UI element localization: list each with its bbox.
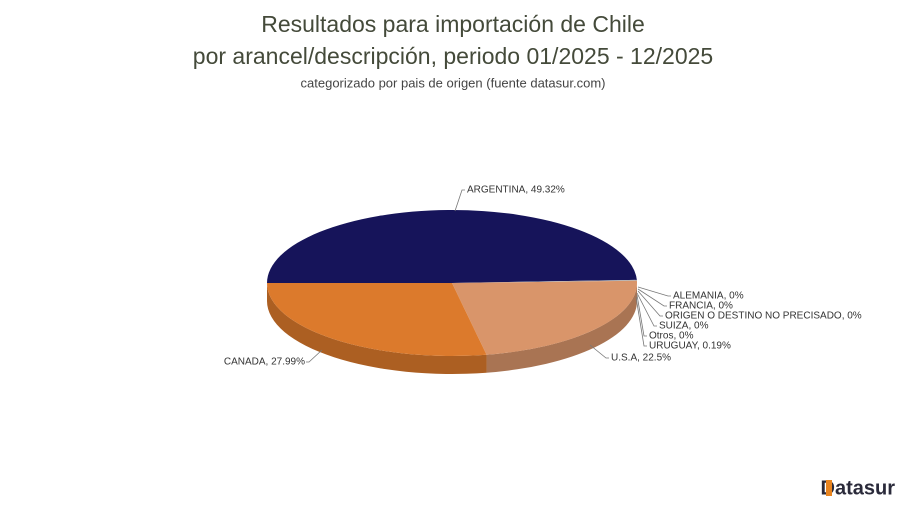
slice-label: ALEMANIA, 0% (673, 291, 744, 302)
slice-label: CANADA, 27.99% (224, 357, 305, 368)
pie-slice (452, 280, 637, 355)
leader-line (454, 189, 465, 212)
slice-label: ARGENTINA, 49.32% (467, 185, 565, 196)
leader-line (589, 344, 609, 359)
chart-title: Resultados para importación de Chile (261, 11, 645, 37)
brand-logo: Datasur (821, 477, 896, 499)
chart-subtitle: categorizado por pais de origen (fuente … (301, 75, 606, 90)
chart-title: por arancel/descripción, periodo 01/2025… (193, 43, 713, 69)
leader-line (636, 292, 657, 327)
leader-line (637, 286, 671, 297)
leader-line (635, 296, 647, 347)
leader-line (637, 288, 667, 307)
leader-line (306, 349, 323, 363)
slice-label: URUGUAY, 0.19% (649, 341, 731, 352)
slice-label: ORIGEN O DESTINO NO PRECISADO, 0% (665, 311, 862, 322)
pie-slice (267, 209, 637, 283)
leader-line (637, 290, 663, 317)
brand-mark (826, 480, 832, 496)
slice-side (267, 283, 487, 375)
slice-label: Otros, 0% (649, 331, 694, 342)
pie-slice (267, 283, 487, 357)
slice-label: U.S.A, 22.5% (611, 353, 671, 364)
slice-label: FRANCIA, 0% (669, 301, 733, 312)
pie-slice (452, 279, 637, 283)
slice-side (486, 283, 637, 373)
leader-line (636, 294, 647, 337)
slice-label: SUIZA, 0% (659, 321, 709, 332)
